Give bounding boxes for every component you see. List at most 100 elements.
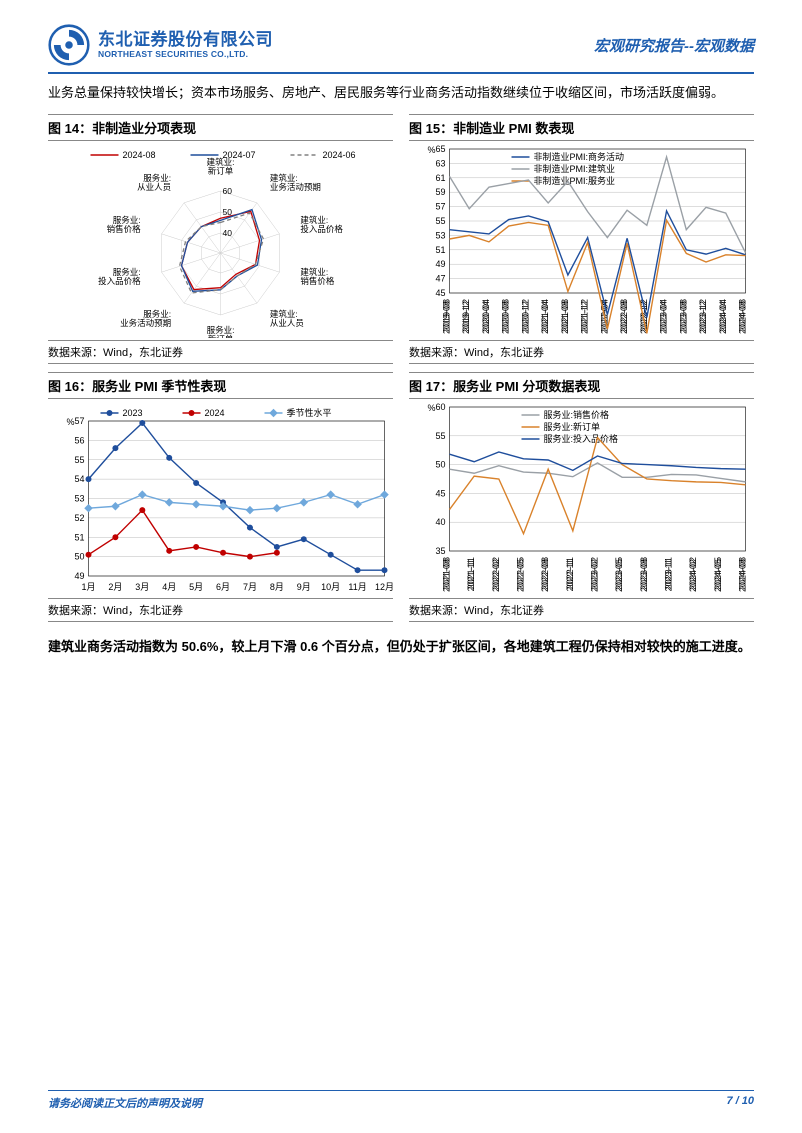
svg-text:新订单: 新订单: [208, 334, 234, 338]
chart16-block: 图 16：服务业 PMI 季节性表现 495051525354555657%1月…: [48, 372, 393, 622]
svg-text:服务业:销售价格: 服务业:销售价格: [544, 409, 610, 420]
svg-text:53: 53: [74, 494, 84, 504]
svg-text:%: %: [66, 417, 74, 427]
svg-text:投入品价格: 投入品价格: [98, 276, 141, 286]
chart14-area: 405060建筑业:新订单建筑业:业务活动预期建筑业:投入品价格建筑业:销售价格…: [48, 143, 393, 338]
svg-text:6月: 6月: [216, 582, 230, 592]
svg-text:业务活动预期: 业务活动预期: [270, 182, 321, 192]
svg-text:47: 47: [435, 274, 445, 284]
svg-text:2023-11: 2023-11: [664, 557, 674, 589]
svg-text:从业人员: 从业人员: [137, 182, 171, 192]
svg-text:59: 59: [435, 187, 445, 197]
svg-text:非制造业PMI:商务活动: 非制造业PMI:商务活动: [534, 151, 625, 162]
svg-text:2024-07: 2024-07: [223, 150, 256, 160]
svg-text:61: 61: [435, 173, 445, 183]
svg-text:63: 63: [435, 158, 445, 168]
svg-text:45: 45: [435, 288, 445, 298]
svg-text:8月: 8月: [270, 582, 284, 592]
svg-text:56: 56: [74, 435, 84, 445]
svg-text:2022-02: 2022-02: [491, 557, 501, 590]
svg-text:1月: 1月: [81, 582, 95, 592]
svg-text:10月: 10月: [321, 582, 340, 592]
company-logo-icon: [48, 24, 90, 66]
svg-text:2023-02: 2023-02: [590, 557, 600, 590]
logo-text: 东北证券股份有限公司 NORTHEAST SECURITIES CO.,LTD.: [98, 31, 273, 59]
svg-text:%: %: [427, 145, 435, 155]
svg-text:新订单: 新订单: [208, 166, 234, 176]
svg-text:55: 55: [74, 455, 84, 465]
svg-text:9月: 9月: [297, 582, 311, 592]
footer-page-number: 7 / 10: [726, 1095, 754, 1111]
svg-text:2020-04: 2020-04: [481, 299, 491, 332]
svg-text:2023: 2023: [123, 408, 143, 418]
svg-text:2024: 2024: [205, 408, 225, 418]
intro-paragraph: 业务总量保持较快增长；资本市场服务、房地产、居民服务等行业商务活动指数继续位于收…: [48, 82, 754, 104]
svg-text:11月: 11月: [348, 582, 366, 592]
logo-cn: 东北证券股份有限公司: [98, 31, 273, 50]
chart16-source: 数据来源：Wind，东北证券: [48, 598, 393, 622]
svg-text:销售价格: 销售价格: [107, 224, 142, 234]
svg-text:49: 49: [435, 259, 445, 269]
body-paragraph-text: 建筑业商务活动指数为 50.6%，较上月下滑 0.6 个百分点，但仍处于扩张区间…: [48, 639, 751, 654]
chart15-title: 图 15：非制造业 PMI 数表现: [409, 114, 754, 141]
svg-text:业务活动预期: 业务活动预期: [120, 318, 171, 328]
svg-text:2023-12: 2023-12: [698, 299, 708, 332]
svg-text:2019-12: 2019-12: [461, 299, 471, 332]
svg-text:2024-04: 2024-04: [718, 299, 728, 332]
svg-text:40: 40: [223, 228, 233, 238]
svg-text:2023-04: 2023-04: [659, 299, 669, 332]
chart15-source: 数据来源：Wind，东北证券: [409, 340, 754, 364]
svg-text:2022-08: 2022-08: [619, 299, 629, 332]
svg-text:53: 53: [435, 230, 445, 240]
svg-text:2024-08: 2024-08: [738, 557, 748, 590]
chart17-area: 354045505560%2021-082021-112022-022022-0…: [409, 401, 754, 596]
svg-text:65: 65: [435, 144, 445, 154]
svg-text:2024-05: 2024-05: [713, 557, 723, 590]
body-paragraph: 建筑业商务活动指数为 50.6%，较上月下滑 0.6 个百分点，但仍处于扩张区间…: [48, 636, 754, 658]
svg-text:从业人员: 从业人员: [270, 318, 304, 328]
svg-text:7月: 7月: [243, 582, 257, 592]
page-header: 东北证券股份有限公司 NORTHEAST SECURITIES CO.,LTD.…: [48, 24, 754, 74]
svg-text:2023-08: 2023-08: [639, 557, 649, 590]
svg-text:49: 49: [74, 571, 84, 581]
svg-text:2022-11: 2022-11: [565, 557, 575, 589]
header-category: 宏观研究报告--宏观数据: [594, 35, 754, 56]
footer-disclaimer: 请务必阅读正文后的声明及说明: [48, 1095, 202, 1111]
svg-text:45: 45: [435, 488, 445, 498]
svg-text:55: 55: [435, 216, 445, 226]
svg-text:2024-02: 2024-02: [688, 557, 698, 590]
page-footer: 请务必阅读正文后的声明及说明 7 / 10: [48, 1090, 754, 1111]
svg-text:服务业:新订单: 服务业:新订单: [544, 421, 601, 432]
svg-text:2023-05: 2023-05: [614, 557, 624, 590]
svg-text:2020-08: 2020-08: [501, 299, 511, 332]
chart15-area: 4547495153555759616365%2019-082019-12202…: [409, 143, 754, 338]
svg-text:2024-06: 2024-06: [323, 150, 356, 160]
chart17-block: 图 17：服务业 PMI 分项数据表现 354045505560%2021-08…: [409, 372, 754, 622]
svg-text:52: 52: [74, 513, 84, 523]
svg-text:2021-04: 2021-04: [540, 299, 550, 332]
svg-text:2022-05: 2022-05: [516, 557, 526, 590]
svg-text:2021-12: 2021-12: [580, 299, 590, 332]
chart16-area: 495051525354555657%1月2月3月4月5月6月7月8月9月10月…: [48, 401, 393, 596]
svg-text:50: 50: [74, 552, 84, 562]
svg-text:2023-08: 2023-08: [678, 299, 688, 332]
logo-block: 东北证券股份有限公司 NORTHEAST SECURITIES CO.,LTD.: [48, 24, 273, 66]
svg-text:12月: 12月: [375, 582, 393, 592]
chart14-title: 图 14：非制造业分项表现: [48, 114, 393, 141]
svg-text:2019-08: 2019-08: [442, 299, 452, 332]
svg-text:60: 60: [223, 186, 233, 196]
svg-text:季节性水平: 季节性水平: [287, 407, 332, 418]
chart16-title: 图 16：服务业 PMI 季节性表现: [48, 372, 393, 399]
svg-text:2020-12: 2020-12: [520, 299, 530, 332]
chart15-block: 图 15：非制造业 PMI 数表现 4547495153555759616365…: [409, 114, 754, 364]
svg-text:2月: 2月: [108, 582, 122, 592]
logo-en: NORTHEAST SECURITIES CO.,LTD.: [98, 50, 273, 59]
svg-text:销售价格: 销售价格: [300, 276, 335, 286]
svg-text:57: 57: [74, 416, 84, 426]
svg-text:服务业:投入品价格: 服务业:投入品价格: [544, 433, 619, 444]
chart17-source: 数据来源：Wind，东北证券: [409, 598, 754, 622]
svg-text:2021-11: 2021-11: [466, 557, 476, 589]
svg-text:非制造业PMI:建筑业: 非制造业PMI:建筑业: [534, 163, 616, 174]
chart14-block: 图 14：非制造业分项表现 405060建筑业:新订单建筑业:业务活动预期建筑业…: [48, 114, 393, 364]
chart17-title: 图 17：服务业 PMI 分项数据表现: [409, 372, 754, 399]
